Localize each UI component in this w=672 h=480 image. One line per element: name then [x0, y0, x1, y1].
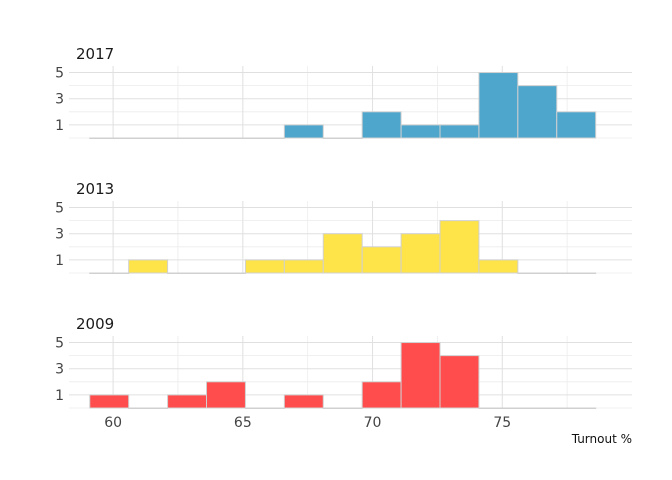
bar-2017-bin-7 — [361, 111, 402, 139]
bar-2009-bin-4 — [244, 407, 285, 409]
bar-2017-bin-10 — [478, 72, 519, 139]
bar-2009-bin-12 — [556, 407, 597, 409]
bar-2009-bin-10 — [478, 407, 519, 409]
bar-2013-bin-1 — [128, 259, 169, 274]
panel-2013: 1 3 5 2013 — [55, 180, 632, 274]
bar-2017-bin-11 — [517, 85, 558, 139]
bar-2013-bin-8 — [400, 233, 441, 274]
bar-2009-bin-2 — [167, 394, 208, 409]
y-tick-label: 5 — [55, 336, 64, 352]
bar-2017-bin-12 — [556, 111, 597, 139]
y-tick-label: 3 — [55, 92, 64, 108]
bar-2013-bin-12 — [556, 272, 597, 274]
bar-2009-bin-11 — [517, 407, 558, 409]
bar-2013-bin-2 — [167, 272, 208, 274]
y-tick-label: 1 — [55, 118, 64, 134]
bar-2017-bin-3 — [206, 137, 246, 139]
bar-2017-bin-1 — [128, 137, 169, 139]
bar-2017-bin-4 — [244, 137, 285, 139]
panel-title: 2017 — [76, 45, 114, 63]
panel-title: 2013 — [76, 180, 114, 198]
bar-2017-bin-2 — [167, 137, 208, 139]
bar-2017-bin-8 — [400, 124, 441, 139]
bar-2009-bin-9 — [439, 355, 480, 409]
panel-title: 2009 — [76, 315, 114, 333]
bar-2009-bin-7 — [361, 381, 402, 409]
panel-2017: 1 3 5 2017 — [55, 45, 632, 139]
bar-2013-bin-5 — [283, 259, 324, 274]
bar-2009-bin-5 — [283, 394, 324, 409]
y-tick-label: 5 — [55, 201, 64, 217]
bar-2017-bin-5 — [283, 124, 324, 139]
x-tick-label: 75 — [493, 415, 511, 431]
bar-2013-bin-6 — [322, 233, 363, 274]
y-tick-label: 1 — [55, 388, 64, 404]
bar-2013-bin-10 — [478, 259, 519, 274]
y-tick-label: 3 — [55, 362, 64, 378]
bar-2013-bin-7 — [361, 246, 402, 274]
y-tick-label: 3 — [55, 227, 64, 243]
x-tick-label: 65 — [234, 415, 252, 431]
bar-2017-bin-9 — [439, 124, 480, 139]
bar-2009-bin-6 — [322, 407, 363, 409]
bar-2009-bin-3 — [206, 381, 246, 409]
bar-2009-bin-1 — [128, 407, 169, 409]
x-tick-label: 60 — [104, 415, 122, 431]
y-tick-label: 5 — [55, 66, 64, 82]
bar-2009-bin-0 — [89, 394, 130, 409]
y-tick-label: 1 — [55, 253, 64, 269]
x-tick-label: 70 — [364, 415, 382, 431]
bar-2017-bin-0 — [89, 137, 130, 139]
x-axis-label: Turnout % — [571, 432, 632, 446]
bar-2013-bin-4 — [244, 259, 285, 274]
bar-2013-bin-0 — [89, 272, 130, 274]
bar-2017-bin-6 — [322, 137, 363, 139]
bar-2013-bin-11 — [517, 272, 558, 274]
panel-2009: 1 3 5 2009 — [55, 315, 632, 409]
bar-2013-bin-3 — [206, 272, 246, 274]
bar-2013-bin-9 — [439, 220, 480, 274]
bar-2009-bin-8 — [400, 342, 441, 409]
